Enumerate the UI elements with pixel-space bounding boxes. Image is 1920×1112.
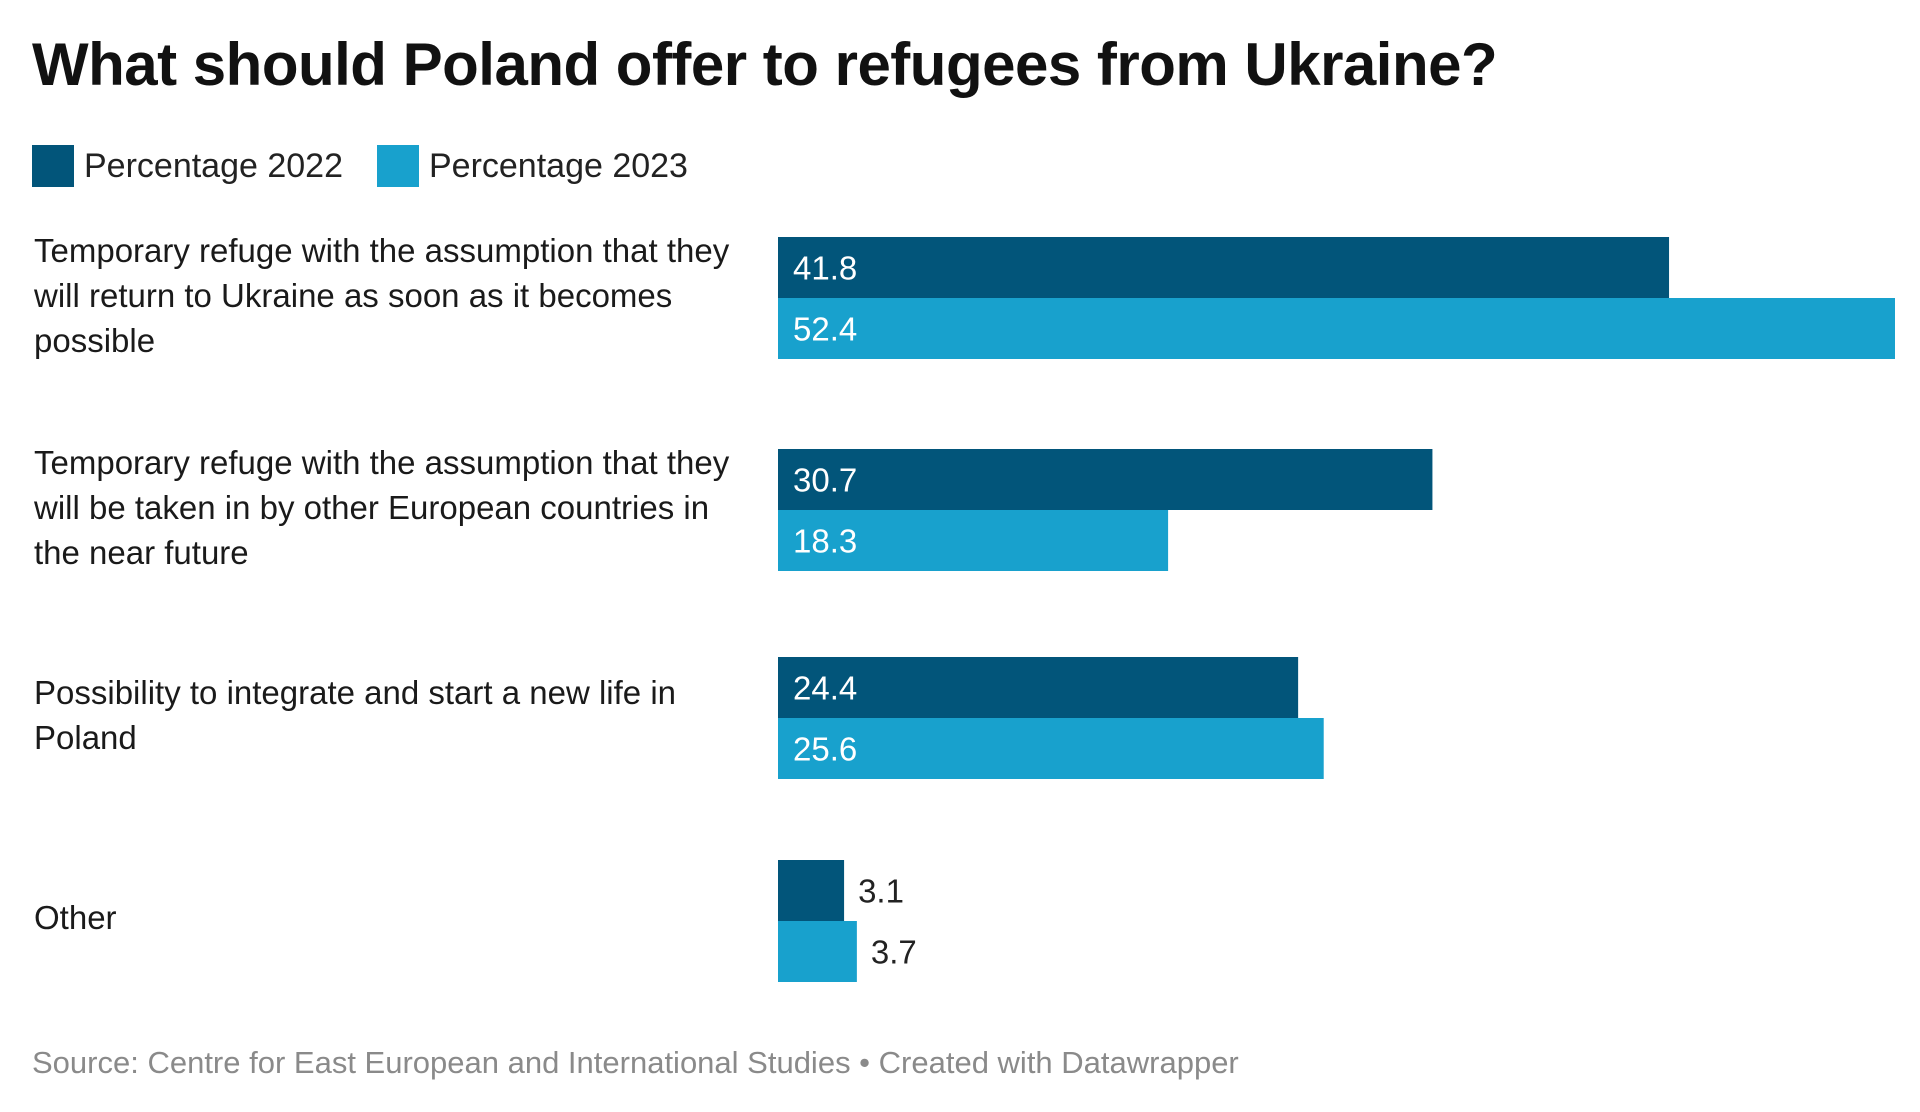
category-label: Temporary refuge with the assumption tha…	[34, 444, 730, 571]
bar-group: 24.4 25.6	[778, 657, 1324, 779]
category-label: Other	[34, 899, 117, 936]
bar-value-label: 24.4	[793, 670, 857, 707]
source-footer: Source: Centre for East European and Int…	[32, 1045, 1239, 1080]
legend: Percentage 2022 Percentage 2023	[32, 145, 722, 187]
bar-value-label: 52.4	[793, 311, 857, 348]
legend-item-2023: Percentage 2023	[376, 145, 688, 187]
legend-swatch-2022	[32, 145, 74, 187]
category-label: Temporary refuge with the assumption tha…	[34, 232, 730, 359]
bar-2022	[778, 657, 1299, 718]
bar-value-label: 18.3	[793, 523, 857, 560]
bar-group: 3.1 3.7	[778, 860, 917, 982]
bar-2023	[778, 718, 1324, 779]
legend-swatch-2023	[376, 145, 419, 187]
bar-2022	[778, 237, 1670, 298]
legend-item-2022: Percentage 2022	[32, 145, 343, 187]
legend-label-2023: Percentage 2023	[428, 146, 688, 185]
bar-value-label: 41.8	[793, 250, 857, 287]
bar-group: 30.7 18.3	[778, 449, 1433, 571]
category-label: Possibility to integrate and start a new…	[34, 674, 677, 756]
bar-2022	[778, 449, 1433, 510]
chart-title: What should Poland offer to refugees fro…	[32, 31, 1498, 98]
bar-value-label: 3.1	[858, 873, 904, 910]
legend-label-2022: Percentage 2022	[84, 146, 343, 185]
bar-2022	[778, 860, 845, 921]
bar-2023	[778, 510, 1169, 571]
bar-value-label: 30.7	[793, 462, 857, 499]
bar-2023	[778, 298, 1895, 359]
bar-group: 41.8 52.4	[778, 237, 1895, 359]
bar-value-label: 25.6	[793, 731, 857, 768]
bar-value-label: 3.7	[871, 934, 917, 971]
bar-2023	[778, 921, 857, 982]
